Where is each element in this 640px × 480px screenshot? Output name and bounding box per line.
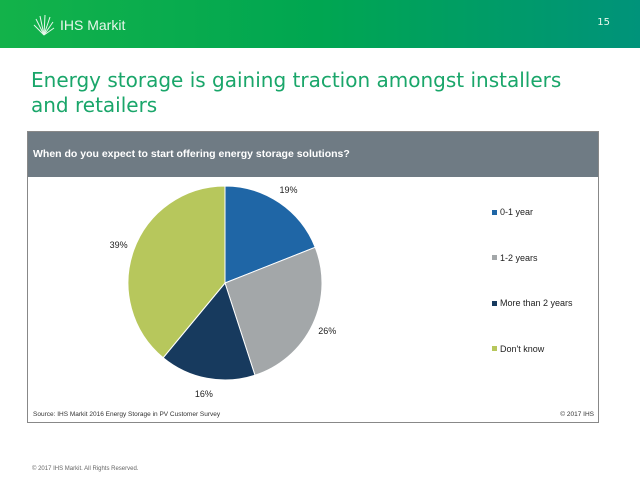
header-bar: IHS Markit 15 — [0, 0, 640, 48]
chart-panel: When do you expect to start offering ene… — [27, 131, 599, 423]
legend-swatch — [492, 209, 497, 215]
pie-slice-3 — [127, 185, 226, 359]
data-label: 19% — [279, 184, 298, 195]
legend-label: 1-2 years — [500, 252, 538, 263]
pie-slice-1 — [224, 246, 323, 376]
brand-name: IHS Markit — [60, 17, 126, 33]
legend-swatch — [492, 255, 497, 260]
logo: IHS Markit — [32, 13, 125, 37]
ihs-logo-icon — [33, 14, 55, 36]
legend-label: 0-1 year — [500, 207, 534, 217]
page-number: 15 — [597, 17, 610, 28]
legend-swatch — [492, 346, 497, 351]
footer-copyright: © 2017 IHS Markit. All Rights Reserved. — [32, 466, 139, 472]
legend-item: 1-2 years — [492, 253, 538, 263]
data-label: 39% — [109, 239, 128, 250]
chart-question: When do you expect to start offering ene… — [28, 132, 598, 177]
legend-swatch — [492, 300, 497, 306]
data-label: 26% — [318, 326, 337, 337]
legend-label: More than 2 years — [500, 298, 573, 308]
data-label: 16% — [194, 388, 213, 399]
pie-slice-2 — [162, 281, 256, 381]
slide-title: Energy storage is gaining traction among… — [31, 68, 562, 117]
chart-copyright: © 2017 IHS — [560, 411, 594, 418]
pie-slice-0 — [224, 185, 316, 284]
legend-item: Don't know — [492, 344, 544, 354]
pie-chart — [127, 185, 323, 381]
source-note: Source: IHS Markit 2016 Energy Storage i… — [33, 411, 221, 418]
legend-item: 0-1 year — [492, 207, 533, 217]
legend-item: More than 2 years — [492, 298, 573, 308]
legend-label: Don't know — [500, 343, 545, 354]
